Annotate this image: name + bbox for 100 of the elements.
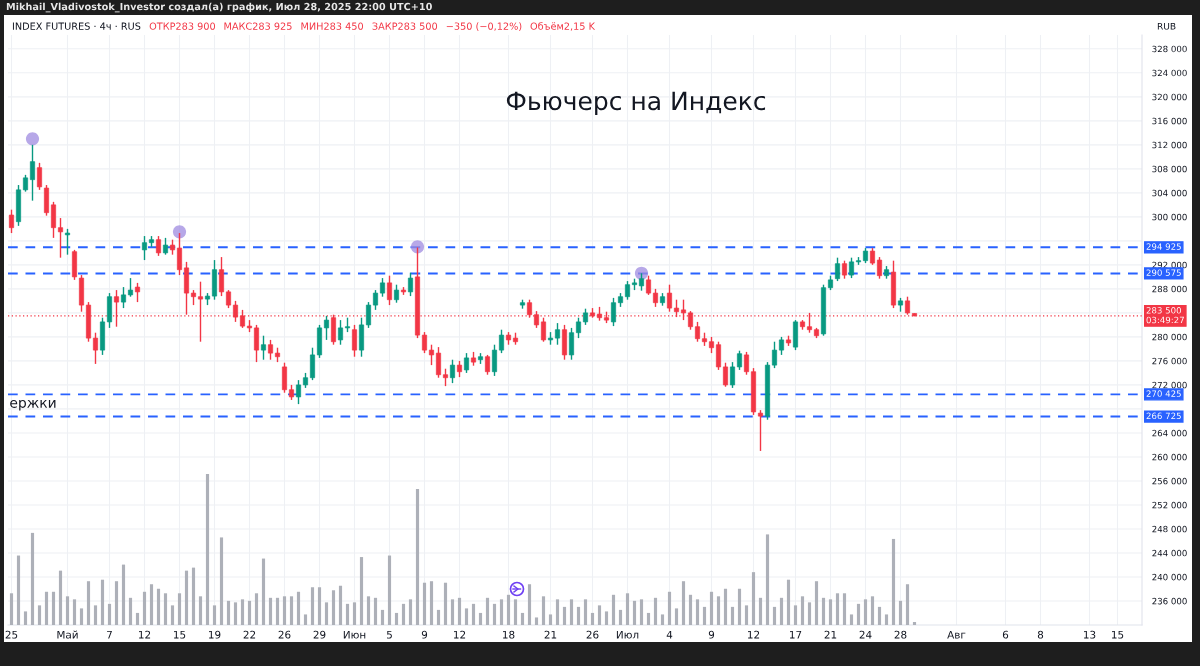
candlestick <box>624 280 631 301</box>
x-tick-label: Май <box>57 630 78 639</box>
candlestick <box>8 208 15 234</box>
bar <box>422 582 427 625</box>
bar <box>177 593 182 625</box>
x-tick-label: 19 <box>209 630 221 639</box>
bar <box>261 558 266 625</box>
bar <box>226 600 231 625</box>
bar <box>240 599 245 625</box>
bar <box>436 609 441 625</box>
y-tick-label: 292 000 <box>1152 261 1187 269</box>
ref-line-label: 294 925 <box>1146 243 1181 250</box>
candlestick <box>267 339 274 361</box>
bar <box>555 599 560 625</box>
bar <box>107 603 112 625</box>
bar <box>149 584 154 625</box>
candlestick <box>295 379 302 405</box>
bar <box>163 593 168 625</box>
x-tick-label: 29 <box>313 630 326 639</box>
bar <box>653 597 658 625</box>
bar <box>667 591 672 625</box>
bar <box>786 579 791 625</box>
bar <box>751 572 756 625</box>
x-tick-label: 12 <box>748 630 760 639</box>
x-tick-label: 12 <box>139 630 151 639</box>
bar <box>415 489 420 625</box>
bar <box>674 608 679 625</box>
bar <box>100 579 105 625</box>
bar <box>583 599 588 625</box>
bar <box>170 605 175 625</box>
bar <box>394 612 399 625</box>
bar <box>79 608 84 625</box>
bar <box>660 614 665 625</box>
bar <box>296 591 301 625</box>
candlestick <box>225 289 232 309</box>
bar <box>58 570 63 625</box>
text: Объём2,15 K <box>530 22 596 31</box>
candlestick <box>743 351 750 376</box>
candlestick <box>365 301 372 329</box>
candlestick <box>141 235 148 261</box>
y-tick-label: 312 000 <box>1152 141 1187 149</box>
bar <box>289 596 294 625</box>
bar <box>51 591 56 625</box>
candlestick <box>386 274 393 306</box>
bar <box>870 596 875 625</box>
bar <box>93 605 98 625</box>
bar <box>30 532 35 625</box>
bar <box>282 596 287 625</box>
bar <box>317 587 322 625</box>
candlestick <box>610 297 617 327</box>
bar <box>639 599 644 625</box>
x-tick-label: 15 <box>174 630 186 639</box>
bar <box>9 593 14 625</box>
bar <box>156 588 161 625</box>
bar <box>604 611 609 625</box>
bar <box>429 581 434 625</box>
bar <box>611 594 616 625</box>
candlestick <box>736 350 743 371</box>
bar <box>688 594 693 625</box>
bar <box>142 591 147 625</box>
bar <box>856 603 861 625</box>
bar <box>625 593 630 625</box>
bar <box>849 614 854 625</box>
bar <box>541 596 546 625</box>
point <box>410 240 425 254</box>
candlestick <box>407 271 414 297</box>
bar <box>233 602 238 625</box>
candlestick <box>64 228 71 256</box>
candlestick <box>260 335 267 361</box>
candlestick <box>323 315 330 341</box>
y-tick-label: 252 000 <box>1152 501 1187 509</box>
y-tick-label: 256 000 <box>1152 477 1187 485</box>
bar <box>247 600 252 625</box>
x-tick-label: 7 <box>107 630 112 639</box>
bar <box>527 584 532 625</box>
bar <box>16 555 21 625</box>
bar <box>709 591 714 625</box>
text: Фьючерс на Индекс <box>506 91 766 116</box>
bar <box>800 596 805 625</box>
x-tick-label: 28 <box>894 630 907 639</box>
x-tick-label: Июн <box>343 630 366 639</box>
candlestick <box>218 256 225 297</box>
bar <box>345 603 350 625</box>
x-tick-label: Авг <box>947 630 966 639</box>
candlestick <box>771 341 778 369</box>
bar <box>135 612 140 625</box>
candlestick <box>127 277 134 298</box>
bar <box>464 608 469 625</box>
candlestick <box>113 289 120 328</box>
bar <box>23 611 28 625</box>
y-tick-label: 276 000 <box>1152 357 1187 365</box>
bar <box>457 597 462 625</box>
x-tick-label: 21 <box>544 630 557 639</box>
candlestick <box>120 286 127 309</box>
candlestick <box>337 319 344 346</box>
y-tick-label: 248 000 <box>1152 525 1187 533</box>
candlestick <box>645 274 652 296</box>
bar <box>44 591 49 625</box>
bar <box>562 606 567 625</box>
text: INDEX FUTURES · 4ч · RUS <box>12 22 141 30</box>
